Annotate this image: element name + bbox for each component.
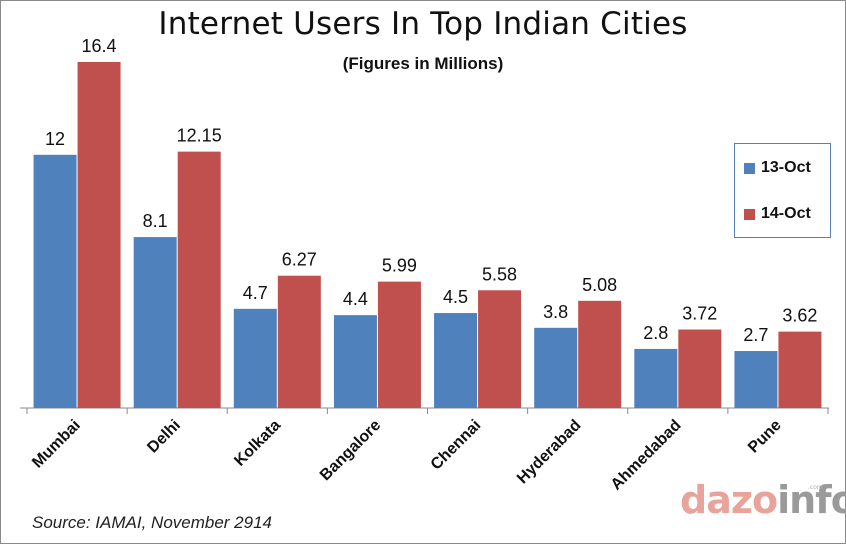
- data-label-14-oct-delhi: 12.15: [177, 126, 222, 146]
- category-label-mumbai: Mumbai: [29, 417, 84, 472]
- bar-13-oct-kolkata: [233, 308, 277, 408]
- bar-14-oct-hyderabad: [578, 300, 622, 408]
- bar-14-oct-ahmedabad: [678, 329, 722, 408]
- data-label-14-oct-kolkata: 6.27: [282, 250, 317, 270]
- data-label-14-oct-bangalore: 5.99: [382, 256, 417, 276]
- data-label-13-oct-mumbai: 12: [45, 129, 65, 149]
- bar-14-oct-pune: [778, 331, 822, 408]
- legend-swatch-13-oct: [744, 162, 755, 174]
- bar-13-oct-hyderabad: [534, 327, 578, 408]
- bar-13-oct-bangalore: [333, 315, 377, 408]
- chart-title: Internet Users In Top Indian Cities: [158, 6, 688, 42]
- bar-13-oct-ahmedabad: [634, 348, 678, 408]
- bar-14-oct-delhi: [177, 151, 221, 408]
- category-label-hyderabad: Hyderabad: [514, 417, 585, 488]
- bar-13-oct-mumbai: [33, 154, 77, 408]
- legend: 13-Oct 14-Oct: [734, 143, 831, 238]
- chart-subtitle: (Figures in Millions): [342, 54, 504, 73]
- bar-13-oct-chennai: [434, 313, 478, 408]
- bar-14-oct-bangalore: [377, 281, 421, 408]
- category-label-kolkata: Kolkata: [231, 417, 284, 470]
- data-label-13-oct-chennai: 4.5: [443, 287, 468, 307]
- legend-label-13-oct: 13-Oct: [761, 159, 811, 176]
- dazeinfo-logo: dazo info .com: [680, 478, 846, 524]
- data-label-13-oct-ahmedabad: 2.8: [643, 323, 668, 343]
- data-label-14-oct-pune: 3.62: [782, 306, 817, 326]
- legend-swatch-14-oct: [744, 208, 755, 220]
- bar-13-oct-pune: [734, 351, 778, 408]
- category-label-delhi: Delhi: [144, 417, 184, 457]
- data-label-13-oct-delhi: 8.1: [143, 211, 168, 231]
- data-label-13-oct-pune: 2.7: [743, 325, 768, 345]
- data-label-14-oct-chennai: 5.58: [482, 264, 517, 284]
- logo-text-main: dazo: [680, 478, 778, 522]
- bar-14-oct-kolkata: [277, 275, 321, 408]
- legend-item-14-oct: 14-Oct: [744, 204, 811, 224]
- category-label-bangalore: Bangalore: [317, 417, 384, 484]
- data-label-14-oct-mumbai: 16.4: [82, 36, 117, 56]
- category-label-pune: Pune: [745, 417, 785, 457]
- legend-item-13-oct: 13-Oct: [744, 158, 811, 178]
- bar-14-oct-mumbai: [77, 61, 121, 409]
- legend-label-14-oct: 14-Oct: [761, 205, 811, 222]
- data-label-13-oct-bangalore: 4.4: [343, 289, 368, 309]
- data-label-13-oct-hyderabad: 3.8: [543, 302, 568, 322]
- data-label-14-oct-hyderabad: 5.08: [582, 275, 617, 295]
- bar-13-oct-delhi: [133, 237, 177, 408]
- bar-14-oct-chennai: [478, 290, 522, 408]
- data-label-13-oct-kolkata: 4.7: [243, 283, 268, 303]
- data-label-14-oct-ahmedabad: 3.72: [682, 304, 717, 324]
- category-label-ahmedabad: Ahmedabad: [608, 417, 685, 494]
- category-label-chennai: Chennai: [428, 417, 485, 474]
- source-note: Source: IAMAI, November 2914: [32, 513, 273, 532]
- logo-text-suffix: .com: [808, 484, 823, 491]
- logo-text-tail: info: [777, 478, 846, 522]
